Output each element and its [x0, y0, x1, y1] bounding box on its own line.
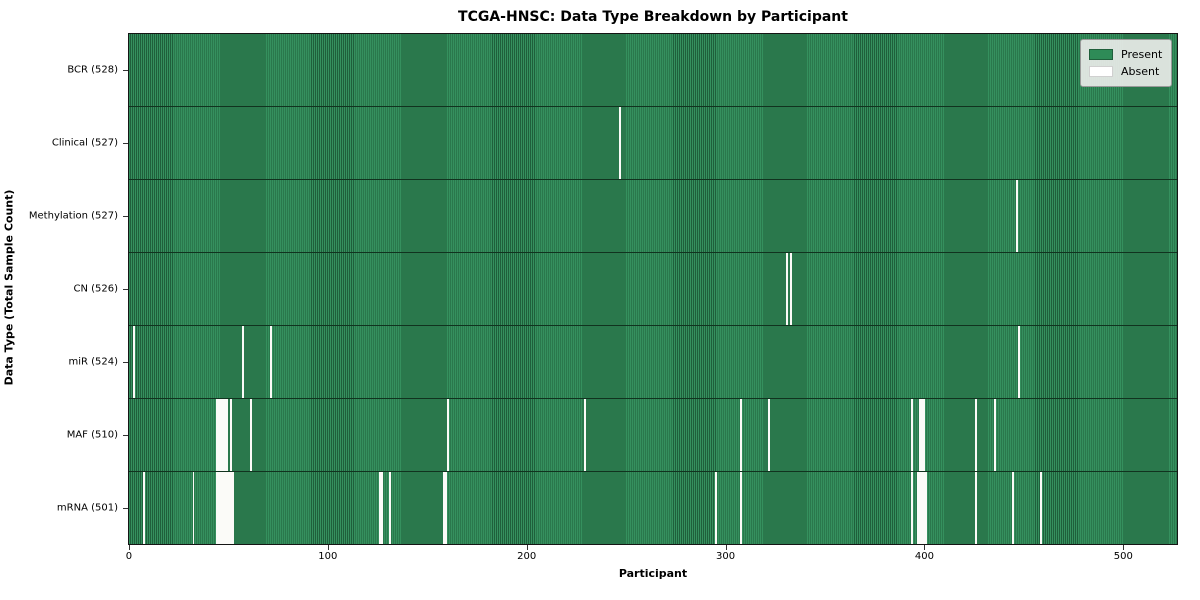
absent-mark [232, 472, 235, 544]
y-tick-label-mir: miR (524) [68, 356, 118, 368]
heatmap-row-maf [129, 398, 1177, 471]
heatmap-row-cn [129, 252, 1177, 325]
absent-mark [224, 472, 227, 544]
absent-mark [911, 399, 913, 471]
absent-mark [216, 472, 219, 544]
absent-mark [230, 472, 233, 544]
absent-mark [1012, 472, 1015, 544]
heatmap-row-methylation [129, 179, 1177, 252]
absent-mark [740, 472, 743, 544]
absent-mark [220, 399, 223, 471]
y-tick-label-maf: MAF (510) [66, 429, 118, 441]
y-tick-mark [123, 362, 128, 364]
absent-mark [389, 472, 391, 544]
x-tick-mark [1123, 545, 1125, 550]
absent-mark [785, 253, 788, 325]
absent-mark [922, 472, 925, 544]
absent-mark [920, 399, 923, 471]
x-tick-label-300: 300 [716, 551, 736, 562]
y-tick-label-cn: CN (526) [73, 283, 118, 295]
absent-mark [444, 472, 447, 544]
absent-mark [218, 399, 221, 471]
x-tick-mark [924, 545, 926, 550]
absent-mark [142, 472, 145, 544]
legend-item-present: Present [1089, 46, 1163, 63]
x-tick-mark [526, 545, 528, 550]
y-tick-mark [123, 69, 128, 71]
x-tick-label-200: 200 [517, 551, 537, 562]
absent-mark [994, 399, 997, 471]
absent-mark [242, 326, 245, 398]
absent-mark [381, 472, 384, 544]
absent-mark [740, 399, 743, 471]
absent-mark [714, 472, 717, 544]
absent-mark [222, 472, 225, 544]
absent-mark [924, 472, 927, 544]
absent-mark [216, 399, 219, 471]
y-tick-mark [123, 289, 128, 290]
y-tick-label-mrna: mRNA (501) [56, 502, 118, 514]
absent-mark [228, 472, 231, 544]
absent-mark [583, 399, 586, 471]
absent-mark [1016, 180, 1019, 252]
heatmap-row-bcr [129, 34, 1177, 106]
absent-mark [269, 326, 272, 398]
x-tick-label-400: 400 [914, 551, 934, 562]
legend-present-label: Present [1121, 48, 1163, 61]
absent-mark [230, 399, 233, 471]
x-tick-label-500: 500 [1113, 551, 1133, 562]
x-tick-mark [128, 545, 130, 550]
absent-mark [192, 472, 195, 544]
absent-mark [974, 399, 977, 471]
absent-mark [619, 107, 622, 179]
absent-mark [768, 399, 771, 471]
y-axis-label: Data Type (Total Sample Count) [2, 189, 16, 386]
y-tick-mark [123, 215, 128, 217]
y-tick-label-methylation: Methylation (527) [28, 210, 118, 222]
x-tick-mark [327, 545, 329, 550]
x-tick-label-0: 0 [125, 551, 133, 562]
absent-mark [226, 472, 229, 544]
y-tick-mark [123, 435, 128, 437]
absent-mark [911, 472, 913, 544]
absent-mark [222, 399, 225, 471]
absent-mark [1040, 472, 1043, 544]
y-tick-label-bcr: BCR (528) [67, 64, 118, 76]
heatmap-row-clinical [129, 106, 1177, 179]
y-tick-mark [123, 142, 128, 144]
absent-swatch-icon [1089, 66, 1113, 77]
absent-mark [250, 399, 253, 471]
heatmap-row-mir [129, 325, 1177, 398]
chart-title: TCGA-HNSC: Data Type Breakdown by Partic… [458, 9, 848, 25]
present-swatch-icon [1089, 49, 1113, 60]
absent-mark [226, 399, 229, 471]
absent-mark [1018, 326, 1021, 398]
x-tick-label-100: 100 [318, 551, 338, 562]
x-axis-title: Participant [618, 567, 688, 580]
heatmap-row-mrna [129, 471, 1177, 544]
absent-mark [220, 472, 223, 544]
legend-item-absent: Absent [1089, 63, 1163, 80]
legend: Present Absent [1080, 39, 1172, 87]
absent-mark [922, 399, 925, 471]
absent-mark [379, 472, 382, 544]
absent-mark [974, 472, 977, 544]
absent-mark [916, 472, 919, 544]
absent-mark [224, 399, 227, 471]
absent-mark [132, 326, 135, 398]
absent-mark [442, 472, 445, 544]
x-tick-mark [725, 545, 727, 550]
legend-absent-label: Absent [1121, 65, 1160, 78]
absent-mark [446, 399, 449, 471]
plot-area [128, 33, 1178, 545]
absent-mark [218, 472, 221, 544]
y-tick-mark [123, 508, 128, 510]
y-tick-label-clinical: Clinical (527) [51, 137, 118, 149]
absent-mark [918, 472, 921, 544]
absent-mark [789, 253, 792, 325]
absent-mark [918, 399, 921, 471]
absent-mark [920, 472, 923, 544]
